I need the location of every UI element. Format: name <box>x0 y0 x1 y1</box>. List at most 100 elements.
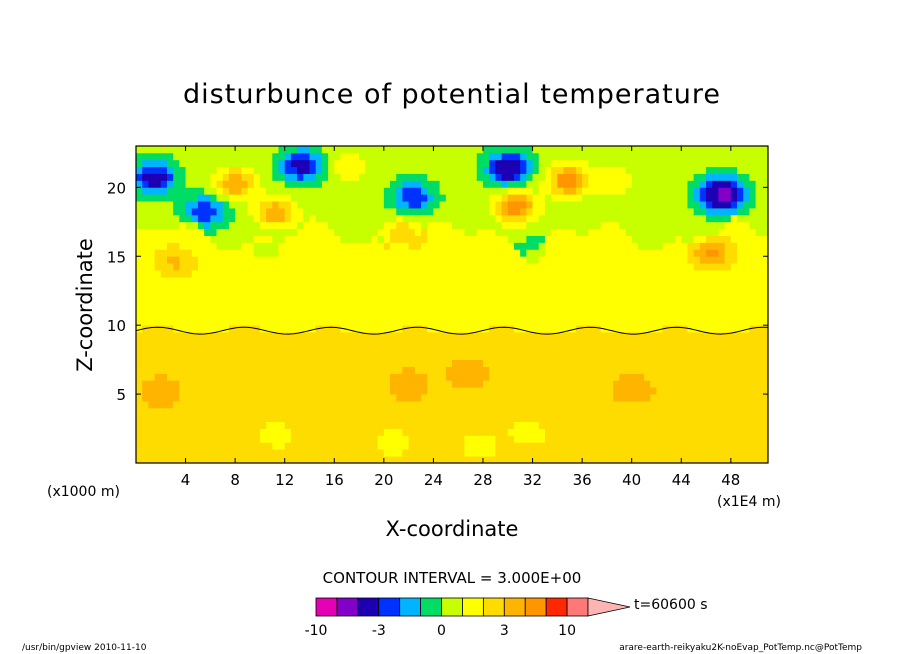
heatmap-cell <box>489 221 496 230</box>
heatmap-cell <box>464 208 471 216</box>
heatmap-cell <box>675 290 682 299</box>
heatmap-cell <box>315 394 323 402</box>
heatmap-cell <box>321 325 329 333</box>
heatmap-cell <box>365 400 372 409</box>
heatmap-cell <box>501 318 509 326</box>
heatmap-cell <box>328 421 335 429</box>
heatmap-cell <box>513 414 521 423</box>
heatmap-cell <box>315 235 323 243</box>
heatmap-cell <box>278 263 286 271</box>
heatmap-cell <box>352 449 360 457</box>
heatmap-cell <box>569 159 577 168</box>
heatmap-cell <box>650 400 657 409</box>
heatmap-cell <box>377 435 385 443</box>
heatmap-cell <box>625 166 633 174</box>
heatmap-cell <box>761 359 769 367</box>
heatmap-cell <box>513 407 521 416</box>
x-tick-label: 28 <box>473 471 492 489</box>
heatmap-cell <box>173 400 180 409</box>
heatmap-cell <box>179 221 186 230</box>
heatmap-cell <box>532 270 540 278</box>
heatmap-cell <box>513 338 521 347</box>
heatmap-cell <box>396 311 403 319</box>
heatmap-cell <box>352 290 360 299</box>
heatmap-cell <box>675 394 682 402</box>
heatmap-cell <box>197 256 205 264</box>
heatmap-cell <box>191 325 199 333</box>
heatmap-cell <box>706 387 713 395</box>
heatmap-cell <box>278 173 286 181</box>
heatmap-cell <box>452 208 459 216</box>
heatmap-cell <box>259 449 267 457</box>
heatmap-cell <box>501 242 509 250</box>
heatmap-cell <box>538 166 546 174</box>
heatmap-cell <box>551 297 558 305</box>
heatmap-cell <box>179 380 186 388</box>
heatmap-cell <box>718 208 726 216</box>
heatmap-cell <box>730 166 738 174</box>
heatmap-cell <box>594 146 602 154</box>
heatmap-cell <box>563 407 571 416</box>
heatmap-cell <box>253 421 261 429</box>
heatmap-cell <box>154 387 162 395</box>
heatmap-cell <box>445 146 453 154</box>
heatmap-cell <box>253 187 261 195</box>
heatmap-cell <box>204 394 211 402</box>
heatmap-cell <box>737 270 744 278</box>
heatmap-cell <box>427 270 434 278</box>
heatmap-cell <box>513 400 521 409</box>
heatmap-cell <box>259 428 267 436</box>
heatmap-cell <box>724 359 732 367</box>
heatmap-cell <box>216 228 224 236</box>
heatmap-cell <box>693 297 701 305</box>
heatmap-cell <box>328 332 335 340</box>
heatmap-cell <box>340 421 348 429</box>
heatmap-cell <box>309 152 317 161</box>
heatmap-cell <box>656 366 664 374</box>
heatmap-cell <box>718 256 726 264</box>
heatmap-cell <box>495 366 502 374</box>
heatmap-cell <box>228 456 236 464</box>
heatmap-cell <box>675 400 682 409</box>
heatmap-cell <box>551 180 558 188</box>
heatmap-cell <box>259 394 267 402</box>
heatmap-cell <box>309 201 317 209</box>
heatmap-cell <box>582 187 589 195</box>
plot-frame <box>135 145 769 464</box>
heatmap-cell <box>383 435 391 443</box>
heatmap-cell <box>482 352 490 361</box>
heatmap-cell <box>743 332 750 340</box>
heatmap-cell <box>489 400 496 409</box>
heatmap-cell <box>396 442 403 450</box>
heatmap-cell <box>427 201 434 209</box>
heatmap-cell <box>520 208 527 216</box>
heatmap-cell <box>371 256 379 264</box>
heatmap-cell <box>321 435 329 443</box>
heatmap-cell <box>241 366 248 374</box>
heatmap-cell <box>303 173 310 181</box>
heatmap-cell <box>148 214 155 223</box>
heatmap-cell <box>204 400 211 409</box>
heatmap-cell <box>724 283 732 292</box>
heatmap-cell <box>136 146 143 154</box>
heatmap-cell <box>575 428 583 436</box>
heatmap-cell <box>507 366 515 374</box>
heatmap-cell <box>352 159 360 168</box>
heatmap-cell <box>247 380 255 388</box>
heatmap-cell <box>179 214 186 223</box>
heatmap-cell <box>706 435 713 443</box>
heatmap-cell <box>706 297 713 305</box>
heatmap-cell <box>668 428 676 436</box>
heatmap-cell <box>594 449 602 457</box>
heatmap-cell <box>414 304 422 312</box>
heatmap-cell <box>619 235 626 243</box>
heatmap-cell <box>470 304 478 312</box>
heatmap-cell <box>204 276 211 285</box>
heatmap-cell <box>377 456 385 464</box>
heatmap-cell <box>340 435 348 443</box>
heatmap-cell <box>650 214 657 223</box>
heatmap-cell <box>352 421 360 429</box>
heatmap-cell <box>761 456 769 464</box>
heatmap-cell <box>761 208 769 216</box>
heatmap-cell <box>724 325 732 333</box>
